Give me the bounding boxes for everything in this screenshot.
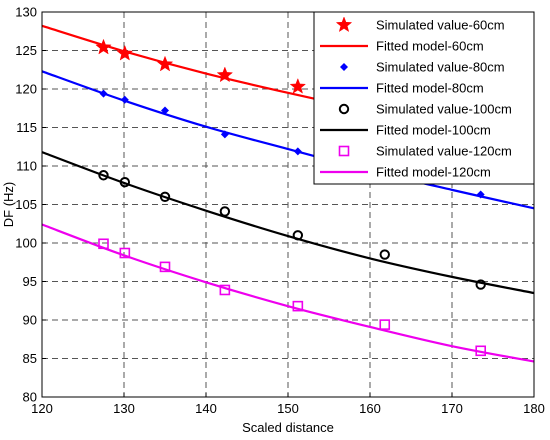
- x-tick-label: 180: [523, 401, 545, 416]
- y-tick-label: 85: [23, 351, 37, 366]
- data-point: [156, 55, 174, 72]
- x-tick-label: 160: [359, 401, 381, 416]
- x-tick-label: 130: [113, 401, 135, 416]
- data-point: [98, 170, 109, 181]
- data-point: [475, 279, 486, 290]
- data-point: [475, 345, 487, 357]
- data-point: [159, 261, 171, 273]
- legend-entry-label: Fitted model-120cm: [376, 165, 491, 180]
- data-point: [98, 238, 109, 250]
- legend-entry-label: Fitted model-60cm: [376, 39, 484, 54]
- data-point: [116, 44, 134, 61]
- data-point: [379, 319, 391, 330]
- simulated-markers: [95, 38, 487, 357]
- x-tick-label: 170: [441, 401, 463, 416]
- legend-entry-label: Fitted model-80cm: [376, 81, 484, 96]
- data-point: [219, 284, 231, 296]
- data-point: [220, 130, 229, 139]
- legend-entry-label: Fitted model-100cm: [376, 123, 491, 138]
- y-axis-label: DF (Hz): [1, 182, 16, 228]
- y-tick-label: 95: [23, 274, 37, 289]
- data-point: [95, 38, 112, 55]
- y-tick-label: 125: [15, 43, 37, 58]
- y-tick-label: 120: [15, 82, 37, 97]
- axis-ticks: 120 130 140 150 160 170 180 80 85 90 95 100 105 110 11…: [15, 5, 545, 417]
- fitted-line: [41, 223, 535, 363]
- legend-entry-label: Simulated value-120cm: [376, 144, 512, 159]
- data-point: [292, 300, 304, 312]
- legend-marker-swatch: [338, 145, 350, 157]
- y-tick-label: 105: [15, 197, 37, 212]
- legend: Simulated value-60cm Fitted model-60cm Sim…: [313, 11, 535, 185]
- legend-box: [313, 11, 535, 185]
- legend-marker-swatch: [340, 63, 348, 71]
- data-point: [120, 95, 129, 104]
- data-point: [99, 89, 108, 98]
- legend-marker-swatch: [338, 103, 350, 115]
- y-tick-label: 80: [23, 390, 37, 405]
- x-tick-label: 150: [277, 401, 299, 416]
- y-tick-label: 90: [23, 313, 37, 328]
- legend-entry-label: Simulated value-60cm: [376, 18, 505, 33]
- legend-entry-label: Simulated value-80cm: [376, 60, 505, 75]
- x-tick-label: 140: [195, 401, 217, 416]
- data-point: [161, 106, 169, 115]
- data-point: [216, 66, 234, 83]
- data-point: [293, 147, 302, 156]
- data-point: [159, 191, 171, 203]
- y-tick-label: 130: [15, 5, 37, 20]
- data-point: [379, 249, 390, 260]
- y-tick-label: 115: [16, 120, 37, 135]
- legend-entry-label: Simulated value-100cm: [376, 102, 512, 117]
- data-point: [476, 190, 485, 199]
- x-tick-label: 120: [31, 401, 53, 416]
- data-point: [219, 206, 231, 217]
- x-axis-label: Scaled distance: [242, 420, 334, 435]
- y-tick-label: 110: [16, 159, 37, 174]
- fitted-line: [41, 151, 535, 295]
- data-point: [119, 247, 131, 259]
- data-point: [292, 230, 304, 241]
- y-tick-label: 100: [15, 236, 37, 251]
- legend-marker-swatch: [335, 16, 353, 33]
- data-point: [119, 176, 131, 188]
- data-point: [289, 77, 307, 94]
